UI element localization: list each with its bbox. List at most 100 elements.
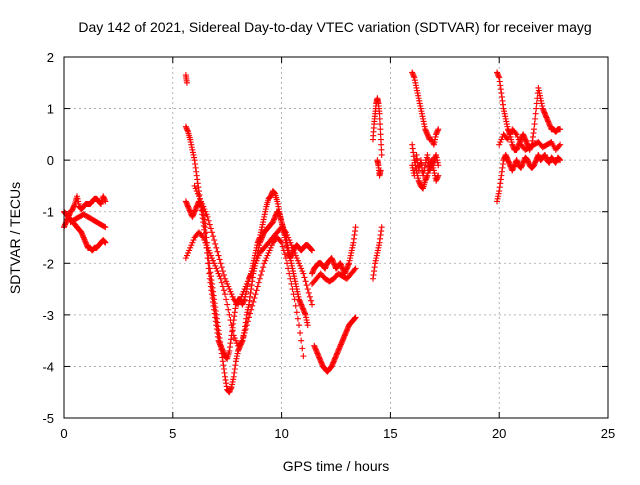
data-point <box>352 265 359 272</box>
data-point <box>211 260 218 267</box>
data-point <box>287 239 294 246</box>
data-point <box>236 298 243 305</box>
data-point <box>202 224 209 231</box>
gridlines <box>64 57 608 418</box>
data-point <box>279 243 286 250</box>
data-point <box>243 322 250 329</box>
data-point <box>515 136 522 143</box>
y-tick-label: 1 <box>47 102 54 117</box>
data-point <box>182 255 189 262</box>
data-point <box>249 268 256 275</box>
data-point <box>303 282 310 289</box>
data-point <box>288 280 295 287</box>
data-point <box>214 248 221 255</box>
data-point <box>296 260 303 267</box>
data-point <box>207 225 214 232</box>
data-point <box>252 291 259 298</box>
data-point <box>250 265 257 272</box>
data-point <box>195 193 202 200</box>
data-point <box>203 211 210 218</box>
data-point <box>435 162 442 169</box>
data-point <box>301 274 308 281</box>
data-point <box>376 115 383 122</box>
y-tick-label: -4 <box>42 359 54 374</box>
y-tick-label: 0 <box>47 153 54 168</box>
data-point <box>208 229 215 236</box>
data-point <box>102 198 109 205</box>
data-point <box>217 260 224 267</box>
axis-ticks: 0 5 10 15 20 25 -5 -4 -3 -2 -1 0 1 2 <box>42 50 615 441</box>
data-point <box>378 146 385 153</box>
data-point <box>102 239 109 246</box>
data-point <box>268 242 275 249</box>
data-point <box>223 296 230 303</box>
data-point <box>266 247 273 254</box>
plot-frame <box>63 56 609 419</box>
data-point <box>210 233 217 240</box>
data-point <box>216 273 223 280</box>
data-point <box>227 317 234 324</box>
data-point <box>289 286 296 293</box>
x-tick-label: 0 <box>60 426 67 441</box>
data-point <box>191 182 198 189</box>
data-point <box>245 275 252 282</box>
data-point <box>227 288 234 295</box>
data-point <box>226 311 233 318</box>
data-point <box>557 126 564 133</box>
data-point <box>296 322 303 329</box>
data-point <box>512 130 519 137</box>
data-point <box>229 293 236 300</box>
data-point <box>207 252 214 259</box>
data-point <box>208 255 215 262</box>
data-point <box>284 260 291 267</box>
data-point <box>219 268 226 275</box>
data-point <box>264 252 271 259</box>
data-point <box>298 337 305 344</box>
y-axis-label: SDTVAR / TECUs <box>7 182 23 294</box>
data-point <box>216 256 223 263</box>
data-point <box>254 283 261 290</box>
data-point <box>210 257 217 264</box>
y-tick-label: -2 <box>42 256 54 271</box>
data-point <box>557 157 564 164</box>
data-point <box>278 239 285 246</box>
data-point <box>237 296 244 303</box>
data-point <box>292 252 299 259</box>
data-point <box>250 298 257 305</box>
chart-title: Day 142 of 2021, Sidereal Day-to-day VTE… <box>78 19 591 35</box>
data-point <box>183 252 190 259</box>
data-point <box>239 337 246 344</box>
data-point <box>238 338 245 345</box>
data-point <box>255 252 262 259</box>
y-tick-label: 2 <box>47 50 54 65</box>
data-point <box>204 213 211 220</box>
data-point <box>514 133 521 140</box>
data-point <box>189 239 196 246</box>
data-point <box>513 131 520 138</box>
data-point <box>190 237 197 244</box>
data-point <box>377 131 384 138</box>
x-tick-label: 25 <box>601 426 615 441</box>
data-point <box>224 280 231 287</box>
data-point <box>244 278 251 285</box>
data-point <box>223 278 230 285</box>
data-point <box>200 234 207 241</box>
data-point <box>254 255 261 262</box>
data-point <box>378 224 385 231</box>
data-point <box>297 329 304 336</box>
data-point <box>282 229 289 236</box>
data-point <box>309 301 316 308</box>
data-point <box>265 249 272 256</box>
data-point <box>241 329 248 336</box>
data-point <box>243 280 250 287</box>
y-tick-label: -5 <box>42 411 54 426</box>
data-point <box>242 283 249 290</box>
data-point <box>214 268 221 275</box>
data-point <box>101 223 108 230</box>
data-point <box>213 244 220 251</box>
data-point <box>300 270 307 277</box>
data-point <box>287 275 294 282</box>
data-point <box>288 242 295 249</box>
data-point <box>238 293 245 300</box>
data-point <box>102 224 109 231</box>
